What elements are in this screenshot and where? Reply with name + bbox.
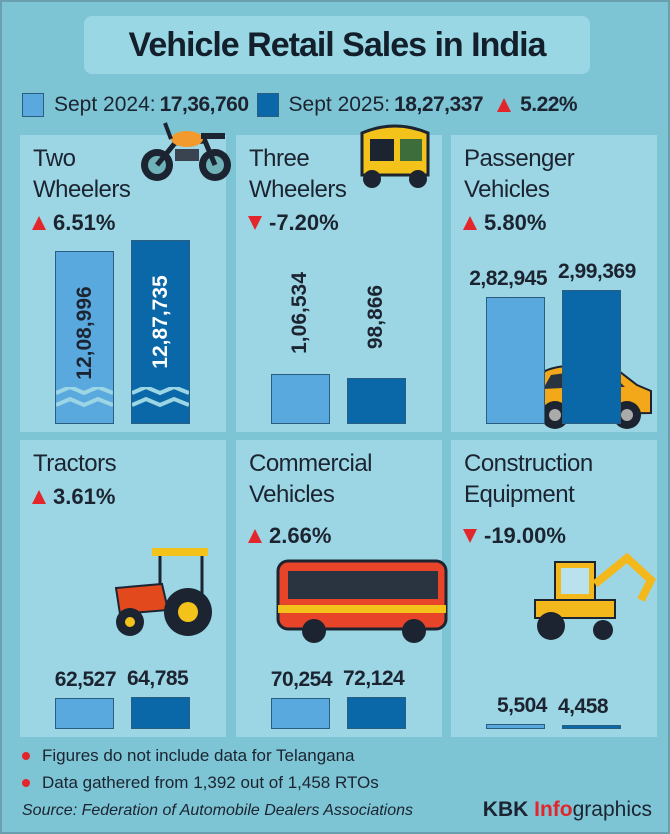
legend-total-change: 5.22% (520, 93, 578, 116)
bullet-icon (22, 778, 30, 787)
bar-sept-2024 (486, 297, 545, 424)
bar-value-label: 4,458 (558, 695, 609, 718)
up-triangle-icon (497, 98, 512, 112)
category-title: Construction (464, 450, 593, 477)
category-title: Wheelers (33, 176, 131, 203)
bar-sept-2024 (271, 698, 330, 729)
change-value: 6.51% (53, 210, 116, 235)
change-percent: 5.80% (463, 210, 546, 236)
change-percent: 6.51% (32, 210, 115, 236)
change-value: 5.80% (484, 210, 547, 235)
brand-part: KBK (482, 798, 535, 821)
up-triangle-icon (248, 529, 262, 543)
category-title: Vehicles (249, 481, 335, 508)
bus-icon (276, 559, 448, 643)
bar-value-label: 62,527 (54, 668, 117, 691)
brand-part: graphics (572, 798, 652, 821)
down-triangle-icon (463, 529, 477, 543)
bar-value-label: 2,99,369 (558, 260, 636, 283)
bullet-icon (22, 751, 30, 760)
bar-sept-2024 (55, 698, 114, 729)
legend-swatch-2024 (22, 93, 44, 117)
category-title: Wheelers (249, 176, 347, 203)
legend-swatch-2025 (256, 93, 279, 117)
bar-value-label: 72,124 (343, 667, 405, 690)
category-title: Tractors (33, 450, 117, 477)
change-percent: -7.20% (248, 210, 339, 236)
category-title: Vehicles (464, 176, 550, 203)
panel-tractors: Tractors 3.61% 62,527 64,785 (20, 440, 226, 737)
bar-value-label: 64,785 (127, 667, 189, 690)
legend-label-2025: Sept 2025: (288, 93, 391, 116)
panel-two-wheelers: Two Wheelers 6.51% 12,08,996 12,87,735 (20, 122, 231, 432)
legend-label-2024: Sept 2024: (54, 93, 156, 116)
bar-sept-2025 (131, 697, 190, 729)
category-title: Equipment (464, 481, 575, 508)
panel-commercial-vehicles: Commercial Vehicles 2.66% 70,254 72,124 (236, 440, 448, 737)
change-percent: -19.00% (463, 523, 566, 549)
change-percent: 2.66% (248, 523, 331, 549)
panel-construction-equipment: Construction Equipment -19.00% 5,504 4,458 (451, 440, 657, 737)
up-triangle-icon (32, 490, 46, 504)
change-percent: 3.61% (32, 484, 115, 510)
category-title: Passenger (464, 145, 575, 172)
bar-sept-2025: 12,87,735 (131, 240, 190, 424)
bar-sept-2025 (562, 725, 621, 729)
category-title: Two (33, 145, 76, 172)
bar-value-label: 5,504 (496, 694, 548, 717)
infographic-title: Vehicle Retail Sales in India (84, 16, 590, 74)
footnotes: Figures do not include data for Telangan… (22, 742, 379, 796)
tractor-icon (114, 548, 212, 636)
bar-sept-2025 (562, 290, 621, 424)
bar-value-label: 12,08,996 (72, 286, 96, 380)
backhoe-loader-icon (534, 552, 656, 640)
up-triangle-icon (463, 216, 477, 230)
category-title: Commercial (249, 450, 373, 477)
change-value: -19.00% (484, 523, 566, 548)
source-text: Source: Federation of Automobile Dealers… (22, 802, 414, 819)
legend-total-2024: 17,36,760 (159, 93, 249, 116)
motorcycle-icon (141, 122, 231, 181)
bar-value-label: 1,06,534 (288, 272, 311, 354)
bar-value-label: 12,87,735 (148, 275, 172, 369)
change-value: 3.61% (53, 484, 116, 509)
bar-sept-2024: 12,08,996 (55, 251, 114, 424)
footnote: Figures do not include data for Telangan… (22, 742, 379, 769)
axis-break-icon (56, 387, 113, 408)
brand-logo: KBK Infographics (483, 798, 652, 822)
panel-passenger-vehicles: Passenger Vehicles 5.80% 2,82,945 2,99,369 (451, 135, 657, 432)
bar-value-label: 70,254 (270, 668, 333, 691)
bar-sept-2025 (347, 697, 406, 729)
bar-value-label: 2,82,945 (469, 267, 547, 290)
legend-total-2025: 18,27,337 (394, 93, 484, 116)
change-value: -7.20% (269, 210, 339, 235)
down-triangle-icon (248, 216, 262, 230)
footnote: Data gathered from 1,392 out of 1,458 RT… (22, 769, 379, 796)
bar-sept-2024 (486, 724, 545, 729)
bar-sept-2024 (271, 374, 330, 424)
bar-sept-2025 (347, 378, 406, 424)
change-value: 2.66% (269, 523, 332, 548)
up-triangle-icon (32, 216, 46, 230)
brand-part: Info (534, 798, 573, 821)
footnote-text: Figures do not include data for Telangan… (42, 746, 355, 765)
auto-rickshaw-icon (360, 124, 430, 188)
legend: Sept 2024: 17,36,760 Sept 2025: 18,27,33… (22, 88, 578, 122)
footnote-text: Data gathered from 1,392 out of 1,458 RT… (42, 773, 379, 792)
panel-three-wheelers: Three Wheelers -7.20% 1,06,534 98,866 (236, 124, 442, 432)
bar-value-label: 98,866 (364, 284, 387, 350)
axis-break-icon (132, 387, 189, 408)
category-title: Three (249, 145, 310, 172)
